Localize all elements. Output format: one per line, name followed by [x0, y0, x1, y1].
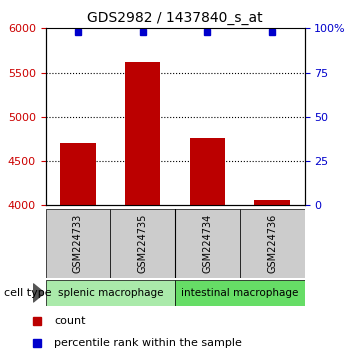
Text: GSM224736: GSM224736: [267, 214, 277, 273]
Bar: [190, 138, 225, 205]
Bar: [175, 280, 304, 306]
Text: GSM224734: GSM224734: [202, 214, 212, 273]
Text: splenic macrophage: splenic macrophage: [57, 288, 163, 298]
Bar: [175, 209, 240, 278]
Text: GSM224735: GSM224735: [138, 214, 148, 273]
Text: percentile rank within the sample: percentile rank within the sample: [54, 338, 242, 348]
Bar: [254, 200, 290, 205]
Bar: [46, 209, 110, 278]
Text: count: count: [54, 316, 85, 326]
Bar: [110, 209, 175, 278]
Bar: [46, 280, 175, 306]
Polygon shape: [33, 284, 44, 302]
Title: GDS2982 / 1437840_s_at: GDS2982 / 1437840_s_at: [87, 11, 263, 24]
Bar: [125, 62, 160, 205]
Text: GSM224733: GSM224733: [73, 214, 83, 273]
Text: cell type: cell type: [4, 288, 51, 298]
Bar: [60, 143, 96, 205]
Text: intestinal macrophage: intestinal macrophage: [181, 288, 299, 298]
Bar: [240, 209, 304, 278]
